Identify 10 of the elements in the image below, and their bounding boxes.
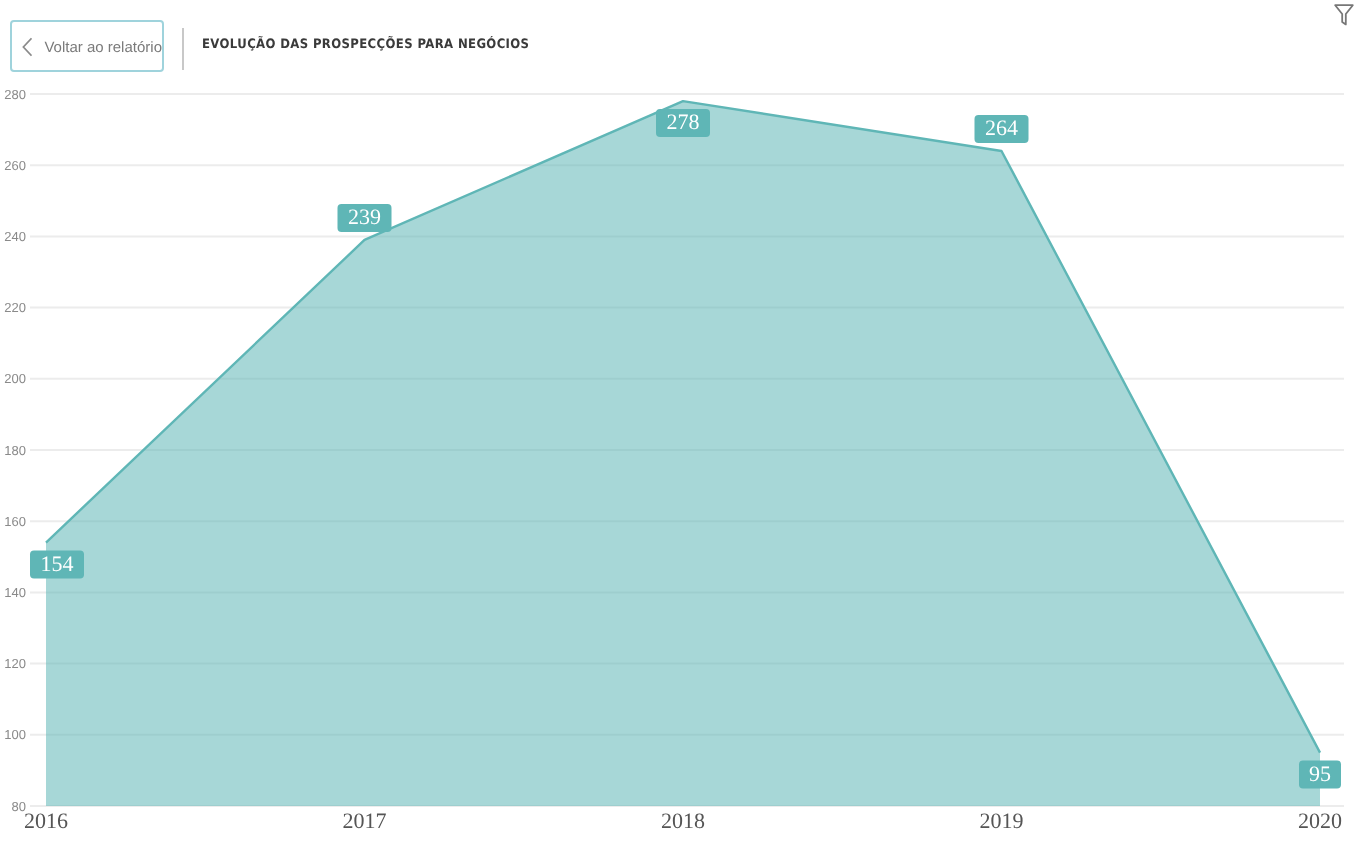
data-label: 95: [1309, 762, 1332, 787]
data-label: 239: [348, 205, 382, 230]
x-tick-label: 2019: [979, 809, 1025, 834]
x-tick-label: 2020: [1298, 809, 1343, 834]
x-tick-label: 2018: [661, 809, 706, 834]
x-tick-label: 2016: [24, 809, 69, 834]
data-label: 264: [985, 116, 1019, 141]
x-tick-label: 2017: [342, 809, 388, 834]
data-label: 154: [40, 552, 75, 577]
data-label: 278: [666, 111, 701, 136]
